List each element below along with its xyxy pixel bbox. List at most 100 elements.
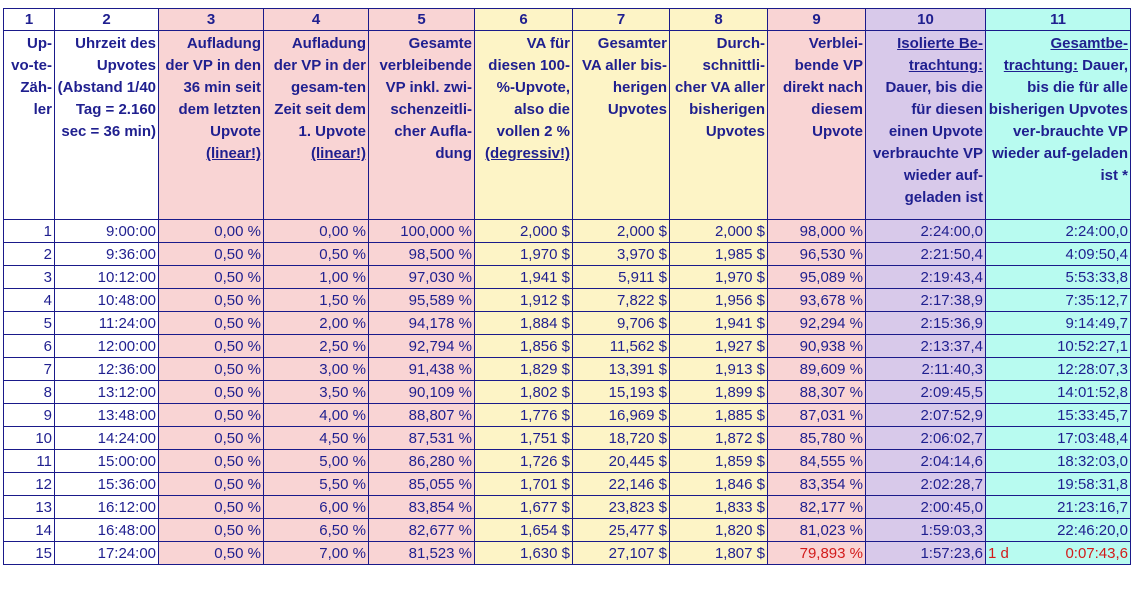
table-cell: 27,107 $ xyxy=(572,541,670,565)
total-duration: 7:35:12,7 xyxy=(1065,291,1128,309)
table-cell: 2:11:40,3 xyxy=(865,357,986,381)
table-cell: 2,00 % xyxy=(263,311,369,335)
table-cell: 17:24:00 xyxy=(54,541,159,565)
table-row: 10 14:24:00 0,50 % 4,50 % 87,531 % 1,751 $18,… xyxy=(3,426,1131,450)
table-cell: 1,833 $ xyxy=(669,495,768,519)
table-cell: 1,820 $ xyxy=(669,518,768,542)
table-cell: 86,280 % xyxy=(368,449,475,473)
table-cell: 92,794 % xyxy=(368,334,475,358)
table-cell: 85,055 % xyxy=(368,472,475,496)
table-cell: 85,780 % xyxy=(767,426,866,450)
table-cell: 12:28:07,3 xyxy=(985,357,1131,381)
table-cell: 2:21:50,4 xyxy=(865,242,986,266)
table-cell: 2:02:28,7 xyxy=(865,472,986,496)
column-number-11: 11 xyxy=(985,8,1131,31)
total-duration: 12:28:07,3 xyxy=(1057,360,1128,378)
table-cell: 2:24:00,0 xyxy=(985,219,1131,243)
table-cell: 83,854 % xyxy=(368,495,475,519)
table-cell: 11 xyxy=(3,449,55,473)
table-cell: 96,530 % xyxy=(767,242,866,266)
table-cell: 97,030 % xyxy=(368,265,475,289)
table-cell: 14:01:52,8 xyxy=(985,380,1131,404)
table-row: 8 13:12:00 0,50 % 3,50 % 90,109 % 1,802 $15,1… xyxy=(3,380,1131,404)
total-duration: 5:53:33,8 xyxy=(1065,268,1128,286)
column-header-1: Up-vo-te-Zäh-ler xyxy=(3,30,55,220)
table-cell: 9:14:49,7 xyxy=(985,311,1131,335)
table-cell: 1,985 $ xyxy=(669,242,768,266)
table-cell: 6,00 % xyxy=(263,495,369,519)
header-text: Up-vo-te-Zäh-ler xyxy=(11,35,52,118)
table-cell: 81,023 % xyxy=(767,518,866,542)
header-text: Dauer, bis die für diesen einen Upvote v… xyxy=(872,79,983,206)
table-cell: 9:36:00 xyxy=(54,242,159,266)
table-cell: 25,477 $ xyxy=(572,518,670,542)
table-cell: 0,50 % xyxy=(158,265,264,289)
table-cell: 91,438 % xyxy=(368,357,475,381)
table-cell: 0,50 % xyxy=(158,403,264,427)
column-header-9: Verblei-bende VP direkt nach diesem Upvo… xyxy=(767,30,866,220)
header-text: Gesamter VA aller bis-herigen Upvotes xyxy=(581,35,667,118)
table-cell: 23,823 $ xyxy=(572,495,670,519)
table-cell: 1,776 $ xyxy=(474,403,573,427)
table-cell: 13:48:00 xyxy=(54,403,159,427)
column-header-8: Durch-schnittli-cher VA aller bisherigen… xyxy=(669,30,768,220)
table-cell: 22:46:20,0 xyxy=(985,518,1131,542)
table-cell: 88,307 % xyxy=(767,380,866,404)
table-row: 1 9:00:00 0,00 % 0,00 % 100,000 % 2,000 $2,00… xyxy=(3,219,1131,243)
table-cell: 2:06:02,7 xyxy=(865,426,986,450)
total-duration: 17:03:48,4 xyxy=(1057,429,1128,447)
table-cell: 12 xyxy=(3,472,55,496)
total-duration: 2:24:00,0 xyxy=(1065,222,1128,240)
table-cell: 19:58:31,8 xyxy=(985,472,1131,496)
table-cell: 1,872 $ xyxy=(669,426,768,450)
table-cell: 15:00:00 xyxy=(54,449,159,473)
column-header-row: Up-vo-te-Zäh-ler Uhrzeit des Upvotes (Abs… xyxy=(3,30,1131,220)
table-cell: 1:57:23,6 xyxy=(865,541,986,565)
table-cell: 1,829 $ xyxy=(474,357,573,381)
table-cell: 11:24:00 xyxy=(54,311,159,335)
table-cell: 12:36:00 xyxy=(54,357,159,381)
table-cell: 87,031 % xyxy=(767,403,866,427)
table-cell: 10 xyxy=(3,426,55,450)
table-cell: 90,109 % xyxy=(368,380,475,404)
table-cell: 1,884 $ xyxy=(474,311,573,335)
table-cell: 95,089 % xyxy=(767,265,866,289)
table-cell: 14:24:00 xyxy=(54,426,159,450)
table-cell: 0,50 % xyxy=(158,288,264,312)
total-duration: 0:07:43,6 xyxy=(1065,544,1128,562)
column-number-3: 3 xyxy=(158,8,264,31)
header-text: Aufladung der VP in den 36 min seit dem … xyxy=(165,35,261,140)
table-cell: 1,50 % xyxy=(263,288,369,312)
total-duration: 19:58:31,8 xyxy=(1057,475,1128,493)
header-text: Dauer, bis die für alle bisherigen Upvot… xyxy=(988,57,1128,184)
table-cell: 0,50 % xyxy=(158,541,264,565)
table-cell: 9 xyxy=(3,403,55,427)
column-number-8: 8 xyxy=(669,8,768,31)
table-cell: 1,885 $ xyxy=(669,403,768,427)
table-row: 13 16:12:00 0,50 % 6,00 % 83,854 % 1,677 $23,… xyxy=(3,495,1131,519)
table-cell: 1,701 $ xyxy=(474,472,573,496)
column-header-11: Gesamtbe-trachtung: Dauer, bis die für a… xyxy=(985,30,1131,220)
header-text: VA für diesen 100-%-Upvote, also die vol… xyxy=(488,35,570,140)
table-cell: 2:15:36,9 xyxy=(865,311,986,335)
table-cell: 16:12:00 xyxy=(54,495,159,519)
table-cell: 84,555 % xyxy=(767,449,866,473)
table-cell: 1:59:03,3 xyxy=(865,518,986,542)
header-text: Aufladung der VP in der gesam-ten Zeit s… xyxy=(273,35,366,140)
table-cell: 0,50 % xyxy=(158,334,264,358)
total-duration: 9:14:49,7 xyxy=(1065,314,1128,332)
table-cell: 6,50 % xyxy=(263,518,369,542)
table-cell: 1,846 $ xyxy=(669,472,768,496)
table-cell: 2:00:45,0 xyxy=(865,495,986,519)
table-cell: 3,50 % xyxy=(263,380,369,404)
table-row: 4 10:48:00 0,50 % 1,50 % 95,589 % 1,912 $7,82… xyxy=(3,288,1131,312)
table-row: 12 15:36:00 0,50 % 5,50 % 85,055 % 1,701 $22,… xyxy=(3,472,1131,496)
table-cell: 5,911 $ xyxy=(572,265,670,289)
table-row: 5 11:24:00 0,50 % 2,00 % 94,178 % 1,884 $9,70… xyxy=(3,311,1131,335)
table-cell: 7,822 $ xyxy=(572,288,670,312)
column-number-6: 6 xyxy=(474,8,573,31)
table-cell: 1,970 $ xyxy=(474,242,573,266)
table-cell: 3 xyxy=(3,265,55,289)
table-cell: 2:19:43,4 xyxy=(865,265,986,289)
table-cell: 2,000 $ xyxy=(669,219,768,243)
